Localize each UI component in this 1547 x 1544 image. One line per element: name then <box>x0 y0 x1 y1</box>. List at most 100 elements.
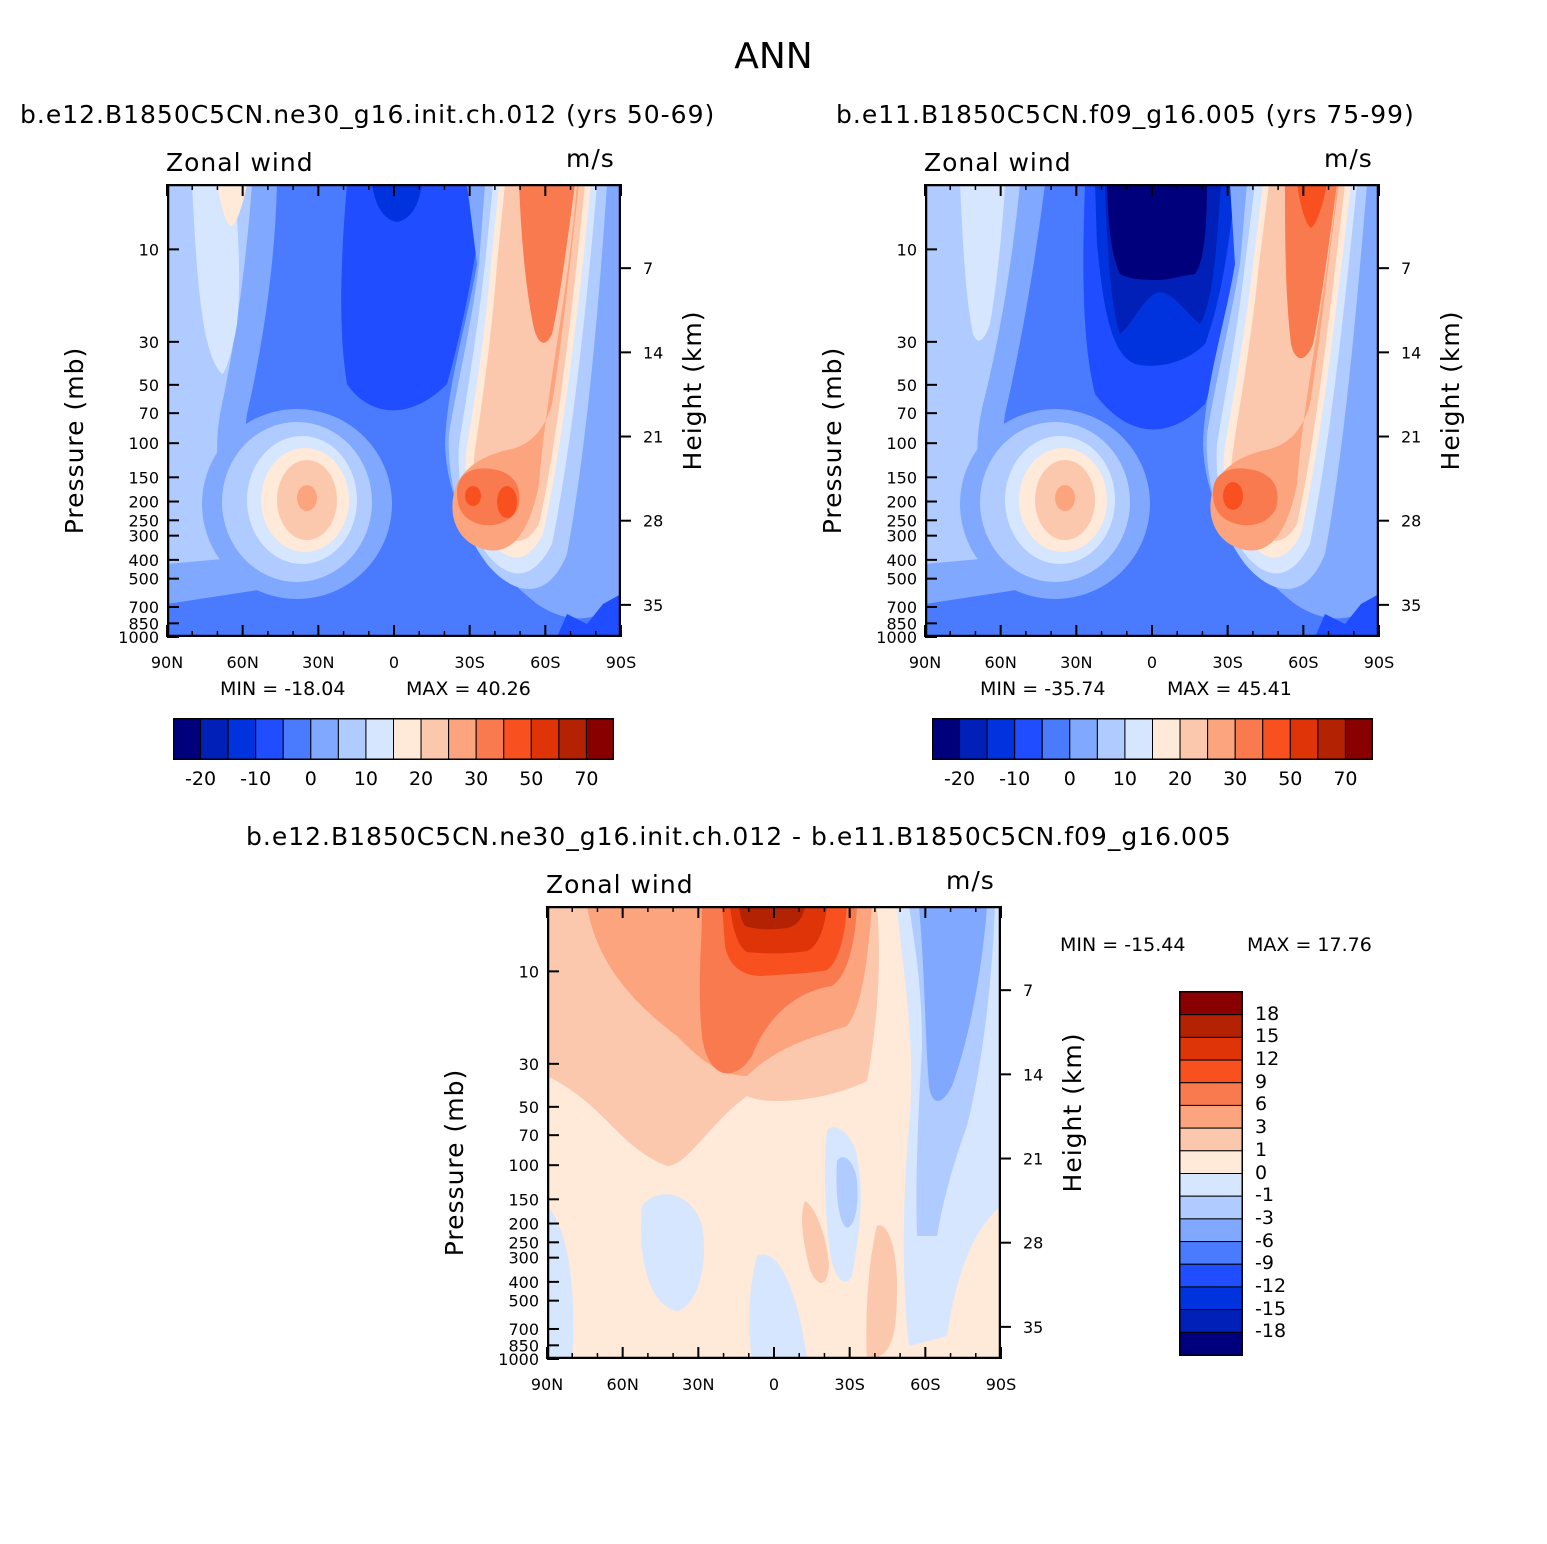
colorbar-swatch <box>1179 1263 1243 1288</box>
y-tick-label: 30 <box>139 333 159 352</box>
y-tick-label: 1000 <box>876 628 917 647</box>
contour-sh-jet-l3 <box>1210 184 1339 551</box>
colorbar-label: 30 <box>464 768 489 790</box>
contour-pos-trop1 <box>802 1201 829 1283</box>
colorbar-swatch <box>1317 718 1346 760</box>
contour-neg-mid <box>641 1194 705 1311</box>
x-tick-label: 30N <box>302 653 334 672</box>
colorbar-swatch <box>1344 718 1373 760</box>
contour-n-jet-top <box>217 184 247 226</box>
colorbar-swatch <box>530 718 560 760</box>
x-tick-label: 90N <box>151 653 183 672</box>
y-tick-label: 250 <box>128 511 159 530</box>
colorbar-swatch <box>420 718 450 760</box>
contour-easterly-core <box>1107 184 1207 280</box>
contour-antarctic <box>1315 594 1379 637</box>
colorbar-swatch <box>1179 1218 1243 1243</box>
y-right-tick-label: 35 <box>1023 1318 1043 1337</box>
y-tick-label: 1000 <box>498 1350 539 1369</box>
panel-3-max: MAX = 17.76 <box>1247 934 1372 956</box>
contour-neg-eq <box>749 1254 807 1359</box>
colorbar-swatch <box>1179 1014 1243 1038</box>
colorbar-label: 50 <box>1278 768 1303 790</box>
contour-pos-trop2 <box>866 1225 897 1359</box>
panel-2-min: MIN = -35.74 <box>980 678 1106 700</box>
colorbar-label: -9 <box>1255 1252 1274 1275</box>
contour-n-light <box>925 184 1035 564</box>
x-tick-label: 60N <box>607 1375 639 1394</box>
colorbar-swatch <box>448 718 477 760</box>
panel-3-units: m/s <box>946 866 995 895</box>
colorbar-label: 0 <box>304 768 317 790</box>
y-tick-label: 400 <box>886 551 917 570</box>
y-right-tick-label: 21 <box>643 428 663 447</box>
colorbar-label: -1 <box>1255 1184 1274 1207</box>
contour-antarctic <box>557 594 621 637</box>
colorbar-swatch <box>959 718 988 760</box>
x-tick-label: 90S <box>606 653 637 672</box>
x-tick-label: 60S <box>1288 653 1319 672</box>
contour-nh-jet-core <box>1055 485 1075 511</box>
contour-nh-jet-core <box>297 485 317 511</box>
contour-neg-6 <box>919 906 987 1101</box>
colorbar-label: -12 <box>1255 1274 1287 1297</box>
contour-sh-trop-core <box>1213 468 1278 526</box>
contour-sh-trop-peak1 <box>465 486 481 506</box>
y-tick-label: 850 <box>508 1336 539 1355</box>
colorbar-label: 1 <box>1255 1138 1268 1161</box>
y-tick-label: 50 <box>139 376 159 395</box>
colorbar-2 <box>932 718 1373 760</box>
colorbar-label: 10 <box>1112 768 1138 790</box>
y-tick-label: 70 <box>139 404 159 423</box>
panel-1-units: m/s <box>566 144 615 173</box>
colorbar-label: 50 <box>519 768 544 790</box>
y-right-tick-label: 7 <box>1401 259 1411 278</box>
panel-1-title: b.e12.B1850C5CN.ne30_g16.init.ch.012 (yr… <box>20 100 716 129</box>
x-tick-label: 30S <box>1212 653 1243 672</box>
y-right-tick-label: 21 <box>1023 1150 1043 1169</box>
colorbar-swatch <box>1041 718 1071 760</box>
colorbar-swatch <box>1179 1331 1243 1356</box>
colorbar-swatch <box>1179 991 1243 1016</box>
colorbar-swatch <box>1179 1082 1243 1106</box>
colorbar-label: -6 <box>1255 1229 1274 1252</box>
colorbar-label: 12 <box>1255 1048 1280 1071</box>
panel-2-max: MAX = 45.41 <box>1167 678 1292 700</box>
colorbar-label: -18 <box>1255 1320 1287 1343</box>
y-axis-title: Pressure (mb) <box>60 347 89 534</box>
colorbar-label: 10 <box>353 768 379 790</box>
colorbar-label: -20 <box>944 768 976 790</box>
colorbar-swatch <box>1179 1241 1243 1265</box>
y-tick-label: 200 <box>128 493 159 512</box>
y-right-axis-title: Height (km) <box>1058 1033 1087 1193</box>
y-tick-label: 150 <box>886 468 917 487</box>
colorbar-swatch <box>282 718 312 760</box>
contour-n-jet-pale <box>960 184 1005 341</box>
panel-1-min: MIN = -18.04 <box>220 678 346 700</box>
contour-sh-trop-peak2 <box>497 486 517 518</box>
colorbar-swatch <box>337 718 367 760</box>
x-tick-label: 60S <box>910 1375 941 1394</box>
colorbar-label: 15 <box>1255 1025 1280 1048</box>
y-right-axis-title: Height (km) <box>678 311 707 471</box>
y-tick-label: 300 <box>128 527 159 546</box>
colorbar-swatch <box>1179 1059 1243 1084</box>
y-tick-label: 250 <box>508 1233 539 1252</box>
x-tick-label: 90S <box>1364 653 1395 672</box>
colorbar-swatch <box>1179 1286 1243 1311</box>
colorbar-swatch <box>1289 718 1319 760</box>
x-tick-label: 60N <box>985 653 1017 672</box>
colorbar-3 <box>1179 991 1243 1356</box>
y-tick-label: 400 <box>128 551 159 570</box>
colorbar-label: -20 <box>185 768 217 790</box>
x-tick-label: 0 <box>1147 653 1157 672</box>
colorbar-label: -10 <box>240 768 272 790</box>
y-axis-title: Pressure (mb) <box>440 1069 469 1256</box>
contour-neg-patch2 <box>836 1157 858 1228</box>
colorbar-swatch <box>310 718 339 760</box>
colorbar-swatch <box>1179 1309 1243 1333</box>
y-tick-label: 300 <box>508 1249 539 1268</box>
colorbar-swatch <box>558 718 587 760</box>
panel-2-plot <box>925 184 1379 637</box>
